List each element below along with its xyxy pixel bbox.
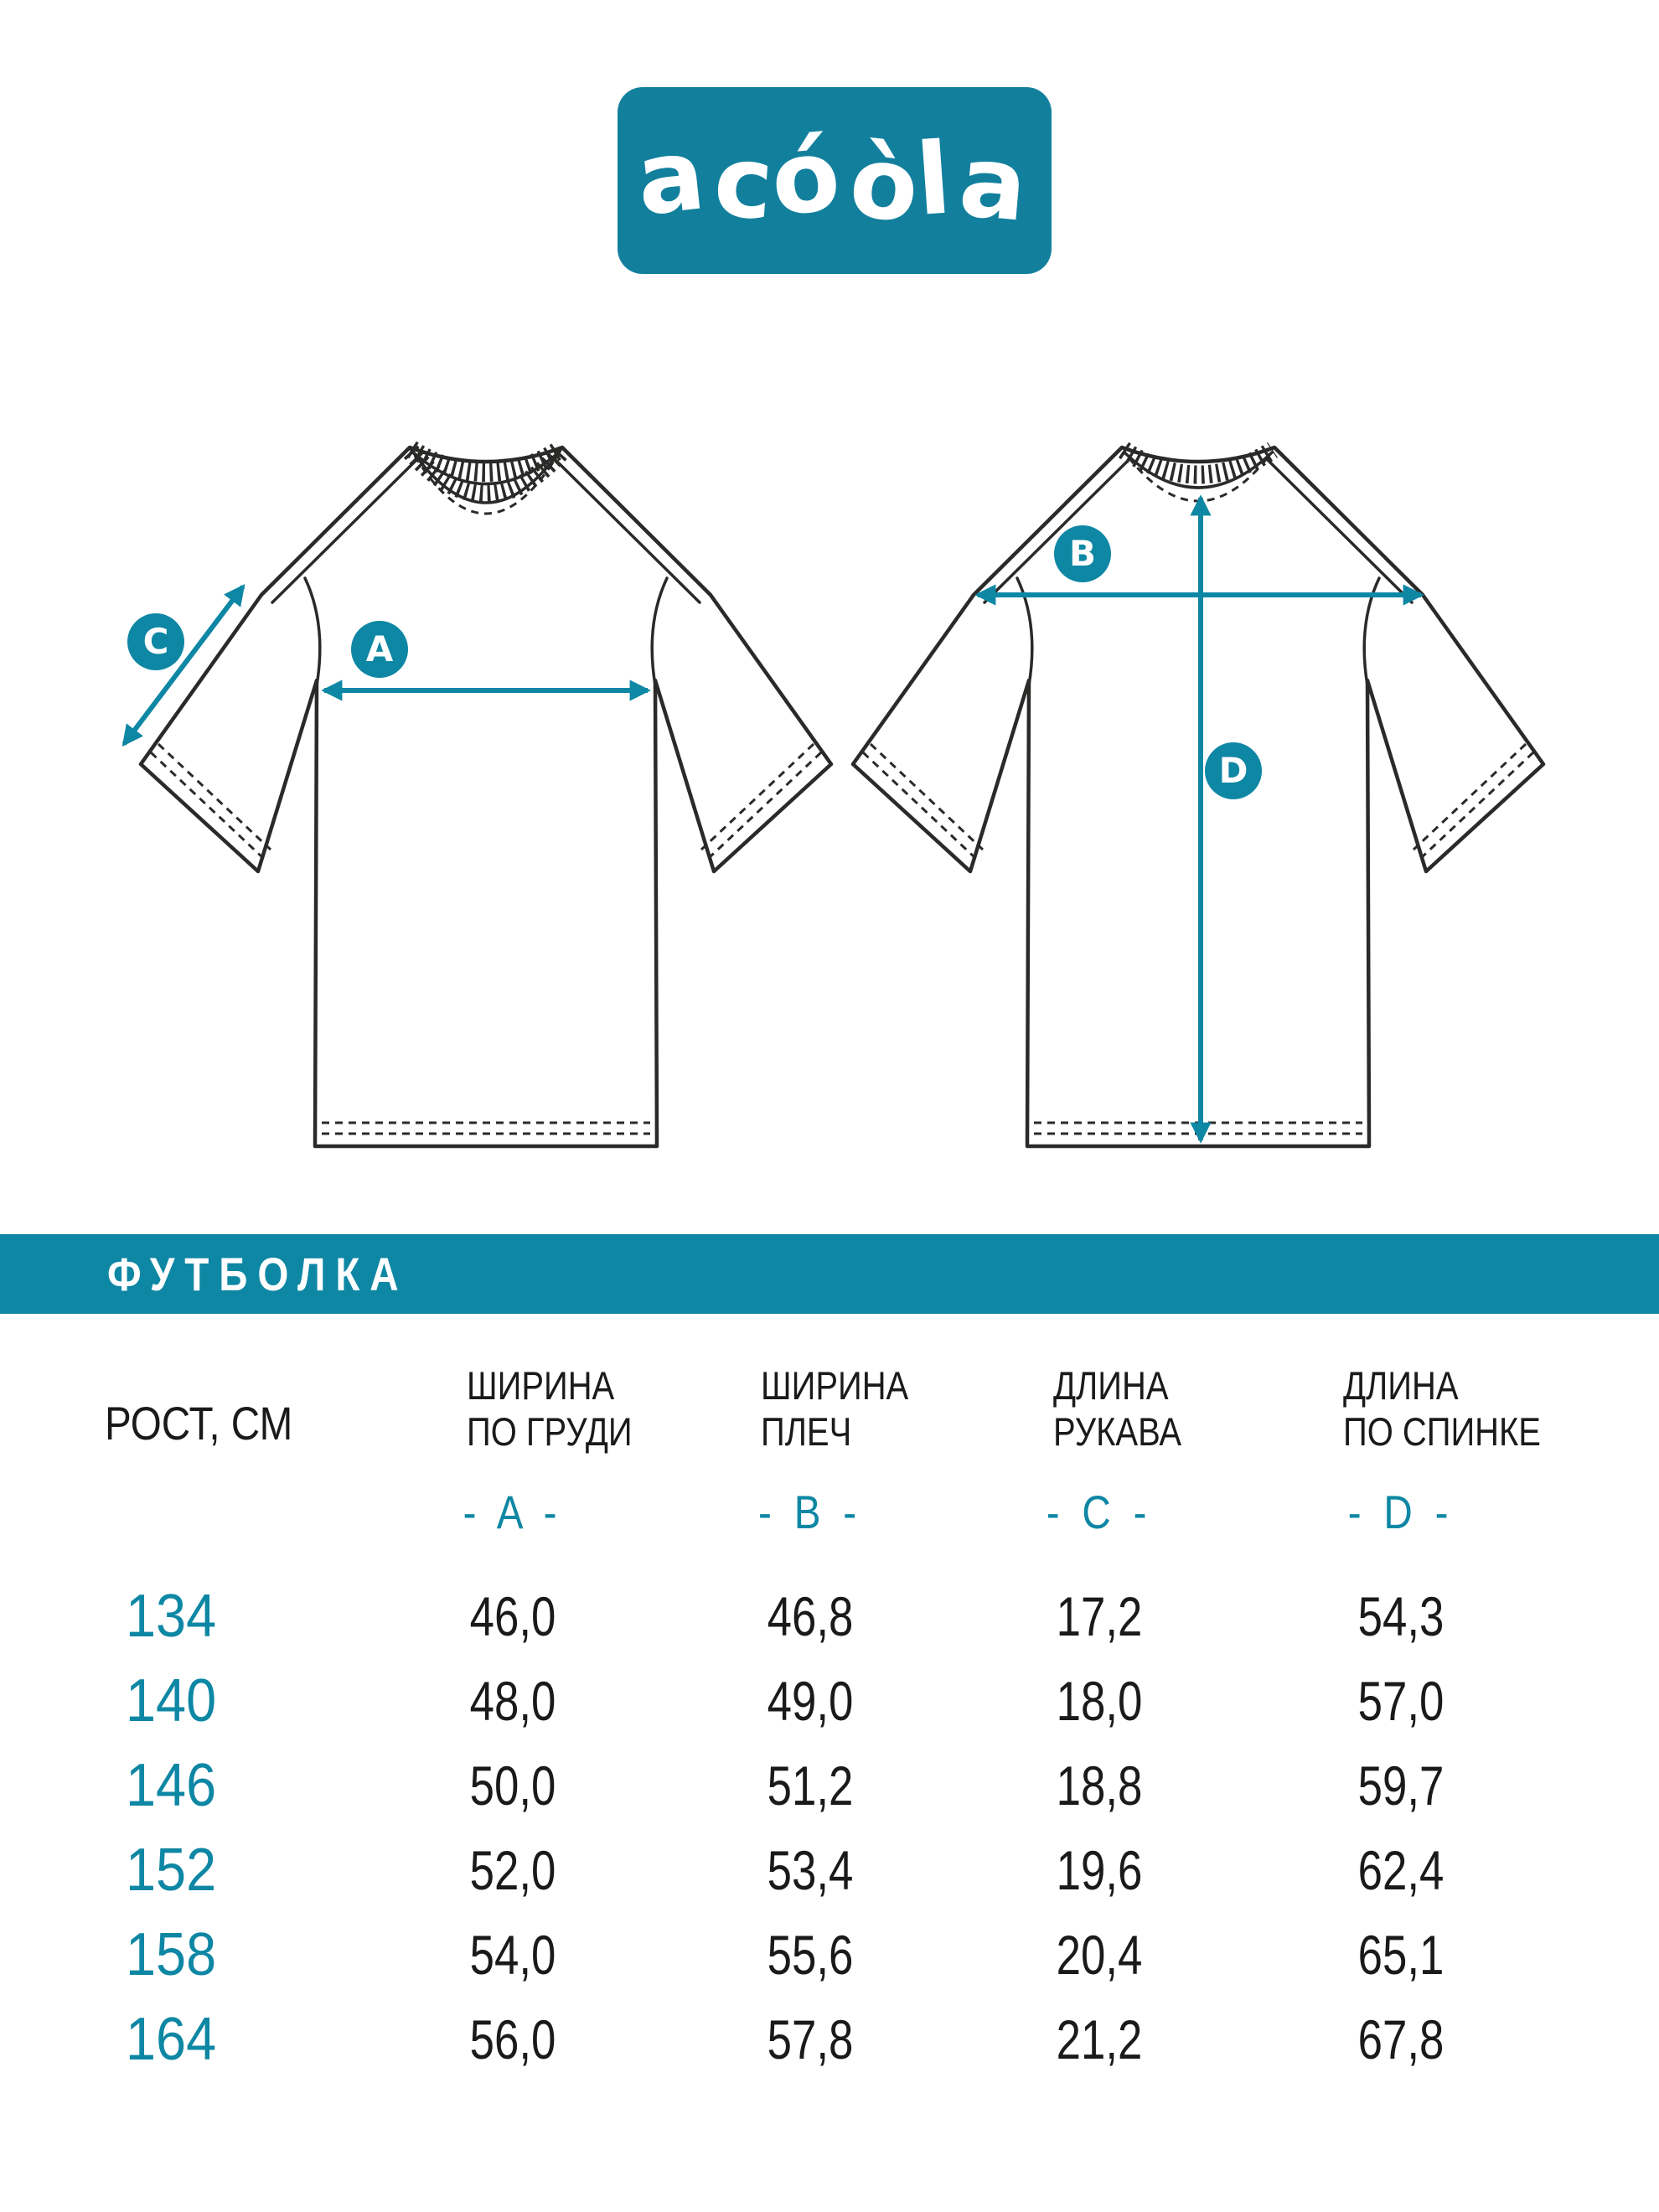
cell-158-c: 20,4	[1056, 1924, 1143, 1986]
cell-164-d: 67,8	[1357, 2008, 1445, 2070]
logo-background	[618, 87, 1052, 274]
sleeve-length-arrow	[121, 583, 245, 747]
row-height-152: 152	[126, 1837, 217, 1904]
row-header: РОСТ, СМ	[105, 1397, 293, 1450]
cell-140-a: 48,0	[469, 1670, 556, 1732]
column-letter-a: - A -	[463, 1486, 563, 1538]
cell-164-b: 57,8	[767, 2008, 854, 2070]
cell-164-a: 56,0	[469, 2008, 556, 2070]
cell-152-c: 19,6	[1056, 1839, 1143, 1901]
label-a-badge: A	[351, 621, 408, 678]
section-title: ФУТБОЛКА	[107, 1248, 409, 1300]
cell-152-a: 52,0	[469, 1839, 556, 1901]
cell-140-b: 49,0	[767, 1670, 854, 1732]
cell-146-c: 18,8	[1056, 1755, 1143, 1817]
label-b: B	[1069, 533, 1096, 574]
label-b-badge: B	[1054, 525, 1111, 582]
section-banner: ФУТБОЛКА	[0, 1234, 1659, 1314]
column-letter-d: - D -	[1347, 1486, 1455, 1538]
cell-140-c: 18,0	[1056, 1670, 1143, 1732]
label-a: A	[366, 628, 394, 669]
row-height-134: 134	[126, 1583, 217, 1650]
cell-134-c: 17,2	[1056, 1585, 1143, 1647]
cell-152-d: 62,4	[1357, 1839, 1445, 1901]
cell-134-b: 46,8	[767, 1585, 854, 1647]
measurement-diagram: A C B	[0, 402, 1659, 1240]
label-d: D	[1219, 750, 1248, 791]
cell-146-d: 59,7	[1357, 1755, 1445, 1817]
tee-drawings: A C B	[121, 441, 1659, 1240]
column-header-c: ДЛИНА РУКАВА	[1053, 1363, 1182, 1454]
row-height-164: 164	[126, 2006, 217, 2073]
brand-logo: acóòla	[618, 87, 1052, 274]
label-d-badge: D	[1205, 742, 1262, 799]
column-header-a: ШИРИНА ПО ГРУДИ	[467, 1363, 633, 1454]
cell-158-a: 54,0	[469, 1924, 556, 1986]
column-header-b: ШИРИНА ПЛЕЧ	[761, 1363, 909, 1454]
tee-front-view: A C	[121, 441, 831, 1146]
cell-164-c: 21,2	[1056, 2008, 1143, 2070]
column-letter-b: - B -	[758, 1486, 862, 1538]
column-letter-c: - C -	[1046, 1486, 1153, 1538]
label-c: C	[143, 621, 169, 662]
cell-158-b: 55,6	[767, 1924, 854, 1986]
brand-logo-icon: acóòla	[618, 87, 1052, 274]
row-height-146: 146	[126, 1752, 217, 1819]
row-height-158: 158	[126, 1921, 217, 1988]
logo-text: acóòla	[632, 116, 1036, 245]
cell-134-d: 54,3	[1357, 1585, 1445, 1647]
column-header-d: ДЛИНА ПО СПИНКЕ	[1343, 1363, 1541, 1454]
cell-140-d: 57,0	[1357, 1670, 1445, 1732]
row-height-140: 140	[126, 1667, 217, 1734]
label-c-badge: C	[127, 613, 184, 670]
cell-152-b: 53,4	[767, 1839, 854, 1901]
tee-back-view: B D	[853, 442, 1543, 1146]
cell-158-d: 65,1	[1357, 1924, 1445, 1986]
cell-146-a: 50,0	[469, 1755, 556, 1817]
cell-134-a: 46,0	[469, 1585, 556, 1647]
cell-146-b: 51,2	[767, 1755, 854, 1817]
